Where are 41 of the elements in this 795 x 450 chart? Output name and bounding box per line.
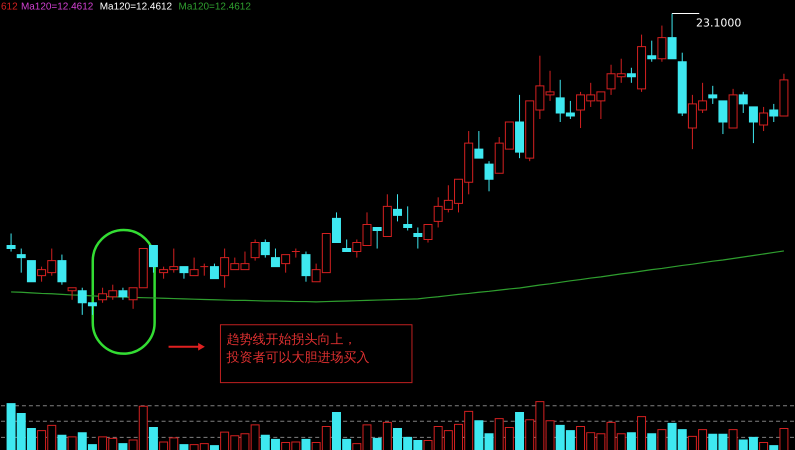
- candlestick: [626, 67, 636, 84]
- candlestick: [26, 260, 36, 282]
- candlestick: [748, 106, 758, 144]
- candlestick: [759, 106, 768, 132]
- candlestick: [647, 40, 656, 62]
- candlestick: [708, 85, 718, 104]
- candlestick: [291, 248, 300, 258]
- candlestick: [424, 224, 432, 244]
- candlestick: [393, 194, 402, 222]
- candlestick: [301, 251, 310, 282]
- candlestick: [281, 254, 290, 274]
- candlestick: [118, 287, 128, 300]
- candlestick: [6, 232, 16, 252]
- candlestick: [474, 130, 484, 159]
- text: Ma120=12.4612: [178, 2, 252, 13]
- candlestick: [148, 245, 158, 274]
- candlestick: [342, 239, 352, 252]
- candlestick: [484, 160, 494, 192]
- candlestick: [657, 25, 666, 62]
- annotation: 23.1000: [696, 16, 742, 30]
- candlestick: [57, 254, 66, 286]
- text: Ma120=12.4612: [100, 2, 173, 13]
- candlestick: [200, 263, 209, 276]
- candlestick: [68, 287, 77, 300]
- text: 趋势线开始拐头向上，投资者可以大胆进场买入: [225, 332, 370, 366]
- text: Ma120=12.4612: [20, 2, 94, 13]
- candlestick: [738, 91, 748, 114]
- candlestick: [413, 226, 422, 250]
- candlestick: [179, 266, 188, 280]
- text: 612: [0, 2, 18, 13]
- candlestick: [372, 226, 382, 250]
- candlestick: [190, 257, 199, 276]
- candlestick: [718, 100, 728, 135]
- candlestick: [668, 13, 677, 60]
- candlestick: [260, 239, 270, 258]
- candlestick: [210, 263, 219, 280]
- candlestick: [403, 206, 412, 231]
- candlestick: [769, 103, 778, 122]
- candlestick: [16, 248, 26, 274]
- candlestick: [250, 239, 260, 262]
- candlestick: [270, 248, 280, 268]
